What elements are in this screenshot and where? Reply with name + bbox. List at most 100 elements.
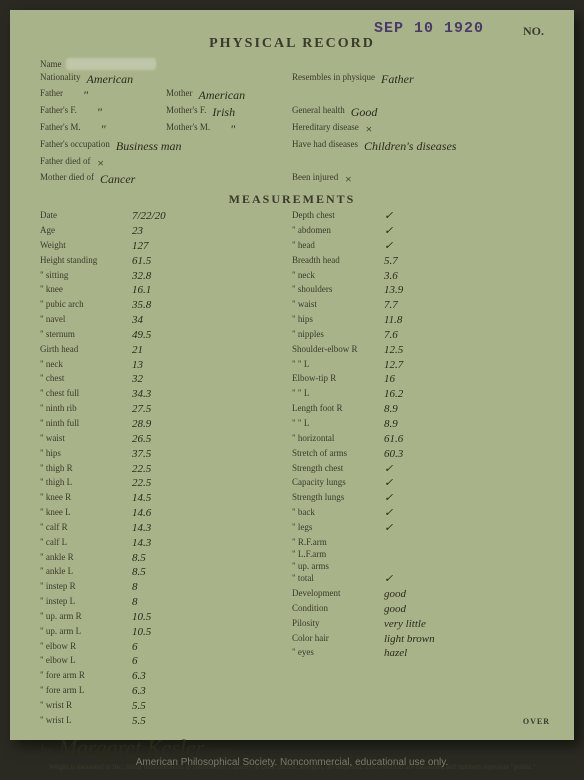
measurement-row: " total✓ — [292, 572, 544, 587]
measurement-row: " hips11.8 — [292, 313, 544, 328]
measurement-row: Capacity lungs✓ — [292, 476, 544, 491]
fathers-m-value: " — [81, 121, 106, 138]
measurement-row: Developmentgood — [292, 587, 544, 602]
measurement-label: " chest full — [40, 387, 132, 402]
measurement-row: " up. arm L10.5 — [40, 625, 292, 640]
measurement-row: " sternum49.5 — [40, 328, 292, 343]
info-section: Name Nationality American Resembles in p… — [40, 58, 544, 188]
measurement-row: Depth chest✓ — [292, 209, 544, 224]
measurement-value: 5.7 — [384, 254, 398, 269]
measurement-value: 11.8 — [384, 313, 402, 328]
measurement-row: " knee16.1 — [40, 283, 292, 298]
measurement-value: 6.3 — [132, 684, 146, 699]
measurement-value: ✓ — [384, 209, 393, 224]
measurement-row: " fore arm L6.3 — [40, 684, 292, 699]
measurement-label: " navel — [40, 313, 132, 328]
measurement-row: " nipples7.6 — [292, 328, 544, 343]
measurement-label: " " L — [292, 358, 384, 373]
measurement-row: Date7/22/20 — [40, 209, 292, 224]
measurement-row: Conditiongood — [292, 602, 544, 617]
measurement-value: 32.8 — [132, 269, 151, 284]
measurement-row: Height standing61.5 — [40, 254, 292, 269]
measurement-label: " knee R — [40, 491, 132, 506]
measurement-row: Pilosityvery little — [292, 617, 544, 632]
measurement-row: Breadth head5.7 — [292, 254, 544, 269]
measurement-row: " neck3.6 — [292, 269, 544, 284]
measurement-value: 61.5 — [132, 254, 151, 269]
measurement-value: 8.9 — [384, 402, 398, 417]
measurement-label: Condition — [292, 602, 384, 617]
measurement-row: " hips37.5 — [40, 447, 292, 462]
fathers-f-value: " — [77, 104, 102, 121]
measurement-row: Strength lungs✓ — [292, 491, 544, 506]
measurement-value: 127 — [132, 239, 149, 254]
measurement-label: " instep L — [40, 595, 132, 610]
measurement-row: Length foot R8.9 — [292, 402, 544, 417]
measurement-row: " neck13 — [40, 358, 292, 373]
measurement-row: Girth head21 — [40, 343, 292, 358]
measurement-label: " abdomen — [292, 224, 384, 239]
measurement-label: " ninth rib — [40, 402, 132, 417]
measurement-row: " instep L8 — [40, 595, 292, 610]
mothers-f-value: Irish — [206, 104, 235, 121]
health-label: General health — [292, 104, 345, 121]
measurements-right-column: Depth chest✓" abdomen✓" head✓Breadth hea… — [292, 209, 544, 729]
measurement-label: " ankle L — [40, 565, 132, 580]
measurement-label: Length foot R — [292, 402, 384, 417]
occupation-label: Father's occupation — [40, 138, 110, 155]
measurement-row: Color hairlight brown — [292, 632, 544, 647]
measurement-row: " up. arm R10.5 — [40, 610, 292, 625]
measurement-value: ✓ — [384, 224, 393, 239]
father-died-label: Father died of — [40, 155, 90, 172]
measurement-label: " up. arm R — [40, 610, 132, 625]
measurement-value: ✓ — [384, 462, 393, 477]
measurement-value: 21 — [132, 343, 143, 358]
measurement-row: " instep R8 — [40, 580, 292, 595]
measurement-label: " hips — [40, 447, 132, 462]
measurement-label: Elbow-tip R — [292, 372, 384, 387]
measurement-row: " eyeshazel — [292, 646, 544, 661]
measurement-label: Strength lungs — [292, 491, 384, 506]
measurement-label: " R.F.arm — [292, 536, 384, 548]
name-label: Name — [40, 58, 62, 71]
measurement-label: " neck — [292, 269, 384, 284]
measurement-value: 61.6 — [384, 432, 403, 447]
measurement-value: 6 — [132, 640, 138, 655]
measurement-label: Date — [40, 209, 132, 224]
measurement-label: Development — [292, 587, 384, 602]
measurement-row: " abdomen✓ — [292, 224, 544, 239]
mother-label: Mother — [166, 87, 193, 104]
measurement-value: 12.7 — [384, 358, 403, 373]
injured-value: × — [338, 171, 352, 188]
measurement-value: 27.5 — [132, 402, 151, 417]
measurement-value: good — [384, 587, 406, 602]
measurement-label: Depth chest — [292, 209, 384, 224]
measurement-row: " " L12.7 — [292, 358, 544, 373]
injured-label: Been injured — [292, 171, 338, 188]
measurement-label: " elbow L — [40, 654, 132, 669]
measurement-value: good — [384, 602, 406, 617]
measurements-left-column: Date7/22/20Age23Weight127Height standing… — [40, 209, 292, 729]
measurement-row: " chest32 — [40, 372, 292, 387]
father-value: " — [63, 87, 88, 104]
measurement-value: 16 — [384, 372, 395, 387]
hereditary-value: × — [359, 121, 373, 138]
measurement-label: " waist — [292, 298, 384, 313]
measurement-label: " head — [292, 239, 384, 254]
mothers-m-label: Mother's M. — [166, 121, 210, 138]
measurement-value: 22.5 — [132, 462, 151, 477]
measurement-value: ✓ — [384, 521, 393, 536]
measurement-value: 6 — [132, 654, 138, 669]
measurement-value: 37.5 — [132, 447, 151, 462]
measurement-label: Breadth head — [292, 254, 384, 269]
measurement-row: " legs✓ — [292, 521, 544, 536]
measurement-value: 3.6 — [384, 269, 398, 284]
resembles-label: Resembles in physique — [292, 71, 375, 88]
measurement-value: 8.5 — [132, 551, 146, 566]
measurement-value: 49.5 — [132, 328, 151, 343]
measurement-label: Capacity lungs — [292, 476, 384, 491]
mothers-f-label: Mother's F. — [166, 104, 206, 121]
measurement-value: ✓ — [384, 572, 393, 587]
measurement-row: " up. arms — [292, 560, 544, 572]
page-title: PHYSICAL RECORD — [40, 36, 544, 52]
